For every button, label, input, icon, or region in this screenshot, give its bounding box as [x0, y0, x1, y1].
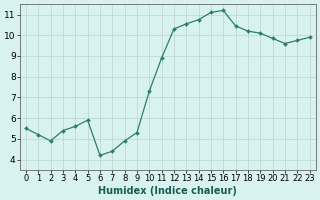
- X-axis label: Humidex (Indice chaleur): Humidex (Indice chaleur): [98, 186, 237, 196]
